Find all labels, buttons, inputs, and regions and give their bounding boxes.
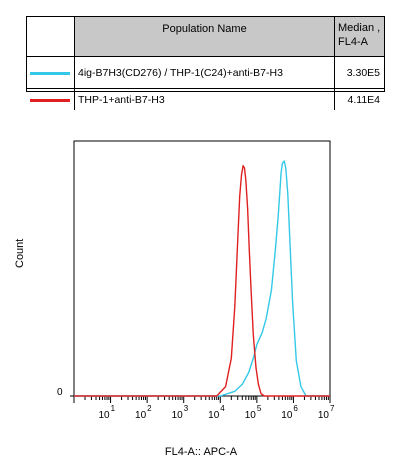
- legend-row: 4ig-B7H3(CD276) / THP-1(C24)+anti-B7-H3 …: [27, 57, 384, 89]
- legend-median: 4.11E4: [347, 93, 381, 106]
- x-tick-label-exponent: 2: [147, 404, 152, 413]
- x-tick-label-base: 10: [208, 410, 220, 421]
- x-tick-label-base: 10: [318, 410, 330, 421]
- x-axis-title: FL4-A:: APC-A: [164, 446, 238, 458]
- x-tick-label-base: 10: [172, 410, 184, 421]
- y-axis-title: Count: [14, 238, 26, 268]
- x-tick-label-base: 10: [281, 410, 293, 421]
- legend-swatch-cell: [27, 57, 75, 88]
- legend-swatch-header-cell: [27, 17, 75, 56]
- legend-name: 4ig-B7H3(CD276) / THP-1(C24)+anti-B7-H3: [78, 66, 283, 79]
- legend-name-cell: THP-1+anti-B7-H3: [75, 89, 335, 110]
- legend-swatch-cyan: [30, 71, 70, 75]
- histogram-series-red: [74, 165, 330, 397]
- legend-median-cell: 4.11E4: [335, 89, 384, 110]
- median-header: Median , FL4-A: [335, 17, 384, 56]
- histogram-series-cyan: [74, 160, 330, 397]
- x-tick-label-exponent: 4: [220, 404, 225, 413]
- x-tick-label-exponent: 6: [293, 404, 298, 413]
- legend-table: Population Name Median , FL4-A 4ig-B7H3(…: [26, 16, 385, 110]
- x-tick-label-base: 10: [135, 410, 147, 421]
- legend-header-row: Population Name Median , FL4-A: [27, 17, 384, 57]
- y-tick-label: 0: [57, 387, 63, 398]
- x-tick-label-exponent: 1: [111, 404, 116, 413]
- legend-swatch-red: [30, 98, 70, 102]
- x-tick-label-exponent: 7: [330, 404, 335, 413]
- x-tick-label-base: 10: [245, 410, 257, 421]
- legend-name: THP-1+anti-B7-H3: [78, 93, 165, 106]
- legend-row: THP-1+anti-B7-H3 4.11E4: [27, 89, 384, 110]
- x-tick-label-exponent: 5: [257, 404, 262, 413]
- legend-swatch-cell: [27, 89, 75, 110]
- population-name-header: Population Name: [75, 17, 335, 56]
- population-name-header-label: Population Name: [162, 23, 247, 35]
- x-tick-label-base: 10: [98, 410, 110, 421]
- legend-name-cell: 4ig-B7H3(CD276) / THP-1(C24)+anti-B7-H3: [75, 57, 335, 88]
- legend-median-cell: 3.30E5: [335, 57, 384, 88]
- x-tick-label-exponent: 3: [184, 404, 189, 413]
- median-header-label: Median , FL4-A: [338, 22, 381, 48]
- legend-median: 3.30E5: [346, 66, 380, 79]
